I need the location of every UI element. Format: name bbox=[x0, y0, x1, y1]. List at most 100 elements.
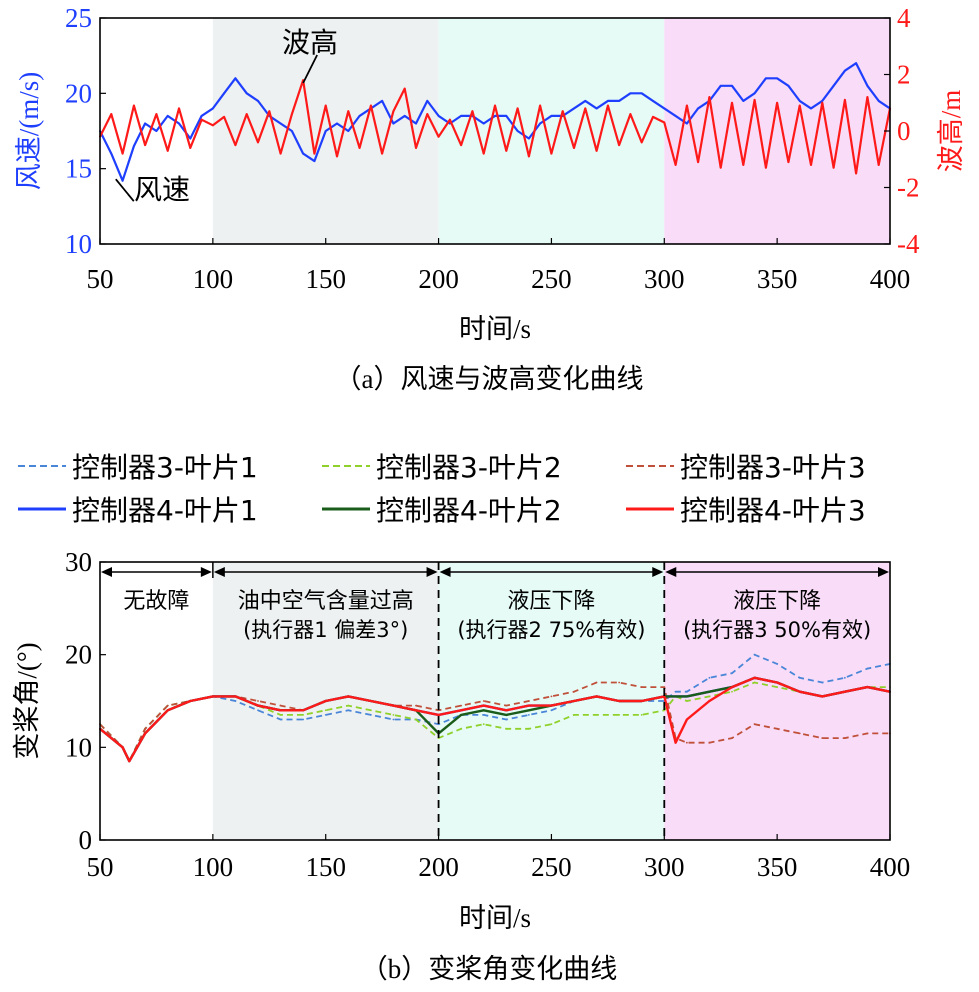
panel-a-x-tick-label: 250 bbox=[531, 264, 572, 294]
panel-a-x-axis: 50 100 150 200 250 300 350 400 bbox=[87, 238, 910, 294]
panel-a-point bbox=[347, 110, 350, 113]
panel-b-point bbox=[166, 709, 169, 712]
panel-b-point bbox=[482, 704, 485, 707]
legend-label: 控制器3-叶片1 bbox=[72, 451, 258, 484]
panel-a-point bbox=[403, 115, 406, 117]
phase-label-title: 油中空气含量过高 bbox=[238, 589, 414, 614]
panel-a-point bbox=[753, 92, 756, 95]
panel-b-point bbox=[685, 741, 688, 744]
panel-a-point bbox=[663, 121, 666, 124]
panel-b-point bbox=[527, 727, 530, 730]
panel-a-point bbox=[381, 99, 384, 102]
panel-b-region-3 bbox=[664, 562, 890, 840]
wind-speed-annotation: 风速 bbox=[134, 173, 190, 206]
panel-a-point bbox=[652, 99, 654, 102]
panel-b-series-3 bbox=[99, 681, 890, 763]
panel-b-point bbox=[279, 704, 282, 707]
panel-a-point bbox=[302, 152, 305, 155]
panel-b-point bbox=[573, 700, 575, 702]
phase-label-detail: (执行器3 50%有效) bbox=[683, 618, 871, 642]
panel-b-point bbox=[234, 700, 237, 702]
panel-a-point bbox=[336, 155, 338, 158]
panel-a-point bbox=[482, 122, 485, 125]
panel-b-point bbox=[324, 700, 327, 702]
panel-a-point bbox=[257, 141, 259, 144]
phase-arrowhead-right bbox=[426, 567, 438, 577]
panel-a-point bbox=[832, 166, 835, 169]
panel-b-point bbox=[460, 714, 463, 716]
panel-b-point bbox=[798, 676, 801, 679]
panel-a-right-y-tick-label: -2 bbox=[897, 173, 920, 203]
panel-b-point bbox=[595, 714, 598, 716]
panel-a-point bbox=[573, 147, 575, 149]
panel-a-point bbox=[843, 99, 846, 101]
panel-b-point bbox=[369, 709, 372, 712]
panel-b: 无故障 油中空气含量过高 (执行器1 偏差3°) 液压下降 (执行器2 75%有效) 液压… bbox=[12, 547, 910, 984]
panel-a-point bbox=[494, 115, 496, 117]
panel-b-point bbox=[302, 709, 305, 712]
phase-arrowhead-right bbox=[652, 567, 664, 577]
panel-b-point bbox=[302, 714, 305, 716]
panel-a-left-y-tick-label: 10 bbox=[65, 229, 92, 259]
panel-b-point bbox=[527, 704, 530, 707]
panel-a-point bbox=[471, 110, 474, 113]
panel-b-point bbox=[776, 681, 779, 684]
panel-b-point bbox=[685, 718, 688, 721]
panel-a-point bbox=[415, 122, 417, 125]
panel-a-left-y-tick-label: 25 bbox=[65, 3, 92, 33]
panel-b-y-axis-label: 变桨角/(°) bbox=[12, 642, 42, 759]
panel-b-x-tick-label: 200 bbox=[418, 852, 459, 882]
phase-arrowhead-left bbox=[101, 567, 112, 577]
panel-a-left-y-axis-label: 风速/(m/s) bbox=[14, 72, 44, 191]
panel-b-frame bbox=[99, 561, 891, 841]
phase-label-title: 液压下降 bbox=[507, 589, 595, 614]
panel-b-point bbox=[144, 727, 147, 730]
panel-a-point bbox=[200, 118, 203, 121]
panel-b-point bbox=[866, 732, 869, 735]
panel-b-y-tick-label: 30 bbox=[65, 547, 92, 577]
panel-b-point bbox=[460, 704, 463, 707]
panel-a-point bbox=[550, 152, 553, 155]
panel-b-x-tick-label: 350 bbox=[757, 852, 798, 882]
panel-a-point bbox=[685, 122, 688, 125]
panel-b-point bbox=[595, 681, 598, 684]
panel-b-point bbox=[144, 732, 147, 735]
panel-a-point bbox=[595, 149, 598, 152]
panel-b-point bbox=[527, 714, 530, 716]
panel-a-point bbox=[505, 115, 508, 117]
panel-a-point bbox=[505, 149, 508, 152]
panel-a-point bbox=[810, 164, 812, 166]
panel-a-point bbox=[606, 104, 609, 107]
panel-a-point bbox=[110, 152, 113, 155]
panel-a-point bbox=[618, 144, 621, 147]
panel-b-point bbox=[527, 700, 530, 702]
panel-a-right-y-tick-label: 2 bbox=[897, 60, 911, 90]
panel-b-point bbox=[550, 704, 553, 707]
panel-a-x-tick-label: 350 bbox=[757, 264, 798, 294]
panel-b-caption: （b）变桨角变化曲线 bbox=[361, 954, 618, 984]
panel-a-point bbox=[279, 122, 282, 125]
panel-b-point bbox=[731, 686, 733, 688]
panel-a-point bbox=[708, 96, 711, 98]
legend-label: 控制器4-叶片2 bbox=[376, 494, 562, 527]
panel-a-point bbox=[561, 110, 564, 113]
panel-a-point bbox=[155, 130, 158, 132]
panel-a-point bbox=[392, 122, 395, 125]
panel-a-right-y-tick-label: 4 bbox=[897, 3, 911, 33]
panel-a-point bbox=[629, 92, 632, 95]
panel-a-plot-area bbox=[99, 62, 892, 182]
panel-a-point bbox=[132, 145, 135, 147]
panel-a-point bbox=[279, 152, 282, 155]
panel-b-point bbox=[753, 681, 756, 684]
panel-b-point bbox=[708, 741, 711, 744]
panel-b-point bbox=[618, 700, 621, 702]
panel-b-point bbox=[369, 700, 372, 702]
panel-a-point bbox=[482, 152, 485, 155]
panel-a-point bbox=[821, 99, 824, 102]
legend-label: 控制器4-叶片1 bbox=[72, 494, 258, 527]
panel-a-point bbox=[313, 160, 316, 163]
panel-b-point bbox=[708, 676, 711, 679]
panel-b-phase-dividers bbox=[212, 562, 666, 840]
panel-a-point bbox=[178, 122, 180, 125]
panel-b-point bbox=[708, 690, 711, 693]
